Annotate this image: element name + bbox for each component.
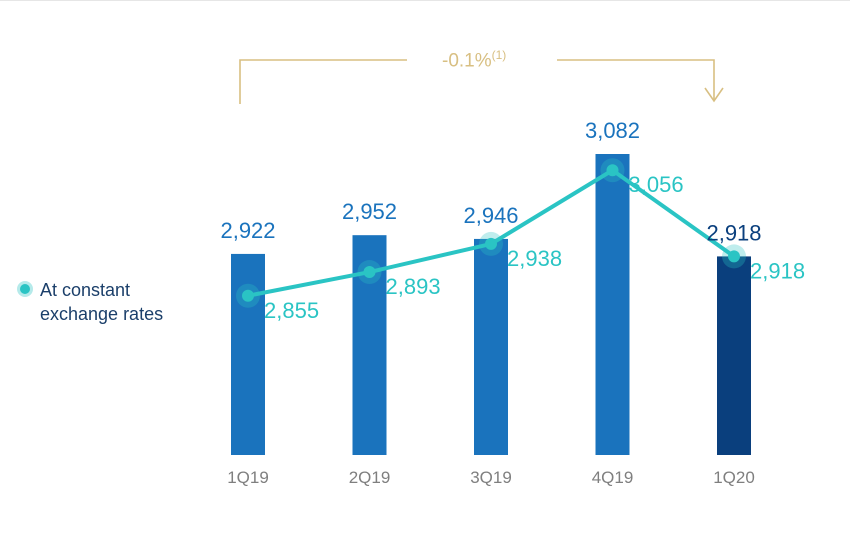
- point-1Q19: [242, 289, 254, 302]
- circle-marker-icon: [20, 284, 30, 294]
- line-series: [236, 158, 746, 308]
- bracket-left: [239, 59, 407, 104]
- change-footnote: (1): [491, 48, 507, 62]
- line-label-2Q19: 2,893: [386, 274, 441, 299]
- change-annotation: -0.1%(1): [442, 48, 506, 72]
- top-rule: [0, 0, 850, 1]
- tick-4Q19: 4Q19: [592, 468, 634, 487]
- tick-3Q19: 3Q19: [470, 468, 512, 487]
- data-labels: 2,922 2,855 2,952 2,893 2,946 2,938 3,082 3,056…: [220, 118, 805, 323]
- bar-1Q19: [231, 253, 265, 455]
- bracket-right: [557, 59, 715, 100]
- bar-label-1Q19: 2,922: [220, 218, 275, 243]
- bar-label-1Q20: 2,918: [706, 220, 761, 245]
- legend-label: At constant exchange rates: [40, 280, 164, 324]
- bar-label-2Q19: 2,952: [342, 199, 397, 224]
- bar-4Q19: [595, 154, 630, 455]
- line-label-1Q20: 2,918: [750, 258, 805, 283]
- x-axis-ticks: 1Q19 2Q19 3Q19 4Q19 1Q20: [227, 468, 755, 487]
- arrow-down-icon: [704, 87, 724, 103]
- tick-1Q20: 1Q20: [713, 468, 755, 487]
- point-4Q19: [606, 164, 619, 177]
- bar-3Q19: [474, 238, 508, 455]
- bar-1Q20: [717, 256, 751, 455]
- point-1Q20: [728, 250, 740, 263]
- bar-label-4Q19: 3,082: [585, 118, 640, 143]
- tick-1Q19: 1Q19: [227, 468, 269, 487]
- bar-label-3Q19: 2,946: [463, 203, 518, 228]
- line-label-3Q19: 2,938: [507, 246, 562, 271]
- legend: At constant exchange rates: [20, 278, 170, 326]
- line-label-1Q19: 2,855: [264, 298, 319, 323]
- bar-series: [231, 154, 751, 455]
- point-2Q19: [363, 266, 376, 279]
- tick-2Q19: 2Q19: [349, 468, 391, 487]
- point-3Q19: [485, 237, 497, 250]
- change-value: -0.1%: [442, 50, 492, 72]
- change-bracket: [239, 59, 724, 104]
- line-label-4Q19: 3,056: [629, 172, 684, 197]
